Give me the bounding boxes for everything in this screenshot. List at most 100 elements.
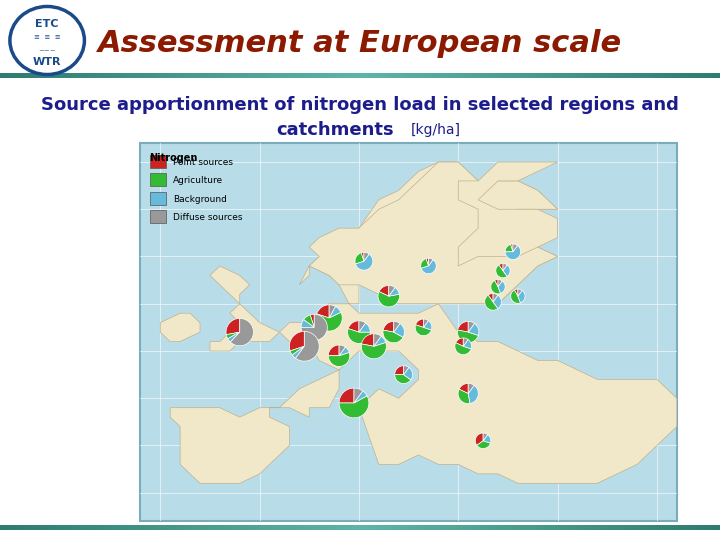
Bar — [324, 73, 328, 78]
Bar — [338, 525, 343, 530]
Bar — [47, 525, 51, 530]
Bar — [122, 525, 127, 530]
Bar — [144, 73, 148, 78]
Bar — [227, 73, 231, 78]
Bar — [281, 73, 285, 78]
Bar — [137, 525, 141, 530]
Bar — [616, 525, 620, 530]
Bar — [551, 73, 555, 78]
Bar — [335, 73, 339, 78]
Bar — [47, 73, 51, 78]
Bar — [576, 525, 580, 530]
Bar — [644, 525, 649, 530]
Wedge shape — [395, 375, 411, 383]
Bar — [130, 525, 134, 530]
Bar — [346, 525, 350, 530]
Bar — [677, 525, 681, 530]
Wedge shape — [339, 388, 354, 403]
Bar — [61, 73, 66, 78]
Wedge shape — [374, 334, 381, 346]
Wedge shape — [496, 265, 507, 278]
Bar — [54, 73, 58, 78]
Bar — [36, 525, 40, 530]
Bar — [601, 525, 606, 530]
Bar — [248, 73, 253, 78]
Bar — [14, 525, 19, 530]
Wedge shape — [498, 280, 503, 287]
Wedge shape — [389, 286, 395, 296]
Bar — [446, 525, 451, 530]
Bar — [173, 525, 177, 530]
Bar — [511, 525, 516, 530]
Bar — [205, 73, 210, 78]
Wedge shape — [226, 332, 240, 339]
Bar — [526, 525, 530, 530]
Bar — [472, 73, 476, 78]
Bar — [626, 525, 631, 530]
Bar — [342, 525, 346, 530]
Bar — [72, 525, 76, 530]
Wedge shape — [348, 321, 359, 332]
Bar — [356, 525, 361, 530]
Bar — [68, 525, 73, 530]
Bar — [526, 73, 530, 78]
Bar — [544, 73, 548, 78]
Bar — [29, 73, 33, 78]
Bar — [11, 73, 15, 78]
Text: [kg/ha]: [kg/ha] — [410, 123, 461, 137]
Wedge shape — [503, 264, 507, 271]
Bar — [328, 73, 332, 78]
Bar — [652, 525, 656, 530]
Bar — [605, 73, 609, 78]
Wedge shape — [356, 254, 373, 270]
Bar — [515, 73, 519, 78]
Bar — [598, 525, 602, 530]
Bar — [65, 73, 69, 78]
Bar — [230, 525, 235, 530]
Wedge shape — [415, 319, 423, 327]
Bar — [446, 73, 451, 78]
Bar — [151, 73, 156, 78]
Wedge shape — [495, 280, 498, 287]
Wedge shape — [518, 291, 525, 303]
Bar — [50, 73, 55, 78]
Bar — [202, 73, 206, 78]
Bar — [14, 73, 19, 78]
Text: ~~~: ~~~ — [38, 48, 56, 54]
Bar — [648, 525, 652, 530]
Bar — [558, 525, 562, 530]
Bar — [634, 525, 638, 530]
Bar — [162, 525, 166, 530]
Bar — [209, 525, 213, 530]
Bar — [709, 525, 714, 530]
Bar — [468, 525, 472, 530]
Bar — [619, 525, 624, 530]
Bar — [655, 73, 660, 78]
Bar — [79, 525, 84, 530]
Bar — [338, 73, 343, 78]
Bar — [169, 525, 174, 530]
Bar — [630, 525, 634, 530]
Bar — [108, 525, 112, 530]
Wedge shape — [378, 292, 400, 307]
Bar — [691, 73, 696, 78]
Bar — [410, 73, 415, 78]
Bar — [209, 73, 213, 78]
Bar — [104, 73, 109, 78]
Text: Diffuse sources: Diffuse sources — [173, 213, 243, 222]
Bar — [583, 73, 588, 78]
Wedge shape — [301, 314, 328, 341]
Bar — [310, 525, 314, 530]
Wedge shape — [226, 319, 240, 335]
Bar — [140, 73, 145, 78]
Bar — [432, 525, 436, 530]
Wedge shape — [304, 315, 314, 327]
Bar — [83, 73, 87, 78]
Bar — [353, 525, 357, 530]
Bar — [180, 73, 184, 78]
Bar — [400, 73, 404, 78]
Bar — [688, 525, 692, 530]
Bar — [184, 525, 188, 530]
Bar — [270, 73, 274, 78]
Bar — [396, 73, 400, 78]
